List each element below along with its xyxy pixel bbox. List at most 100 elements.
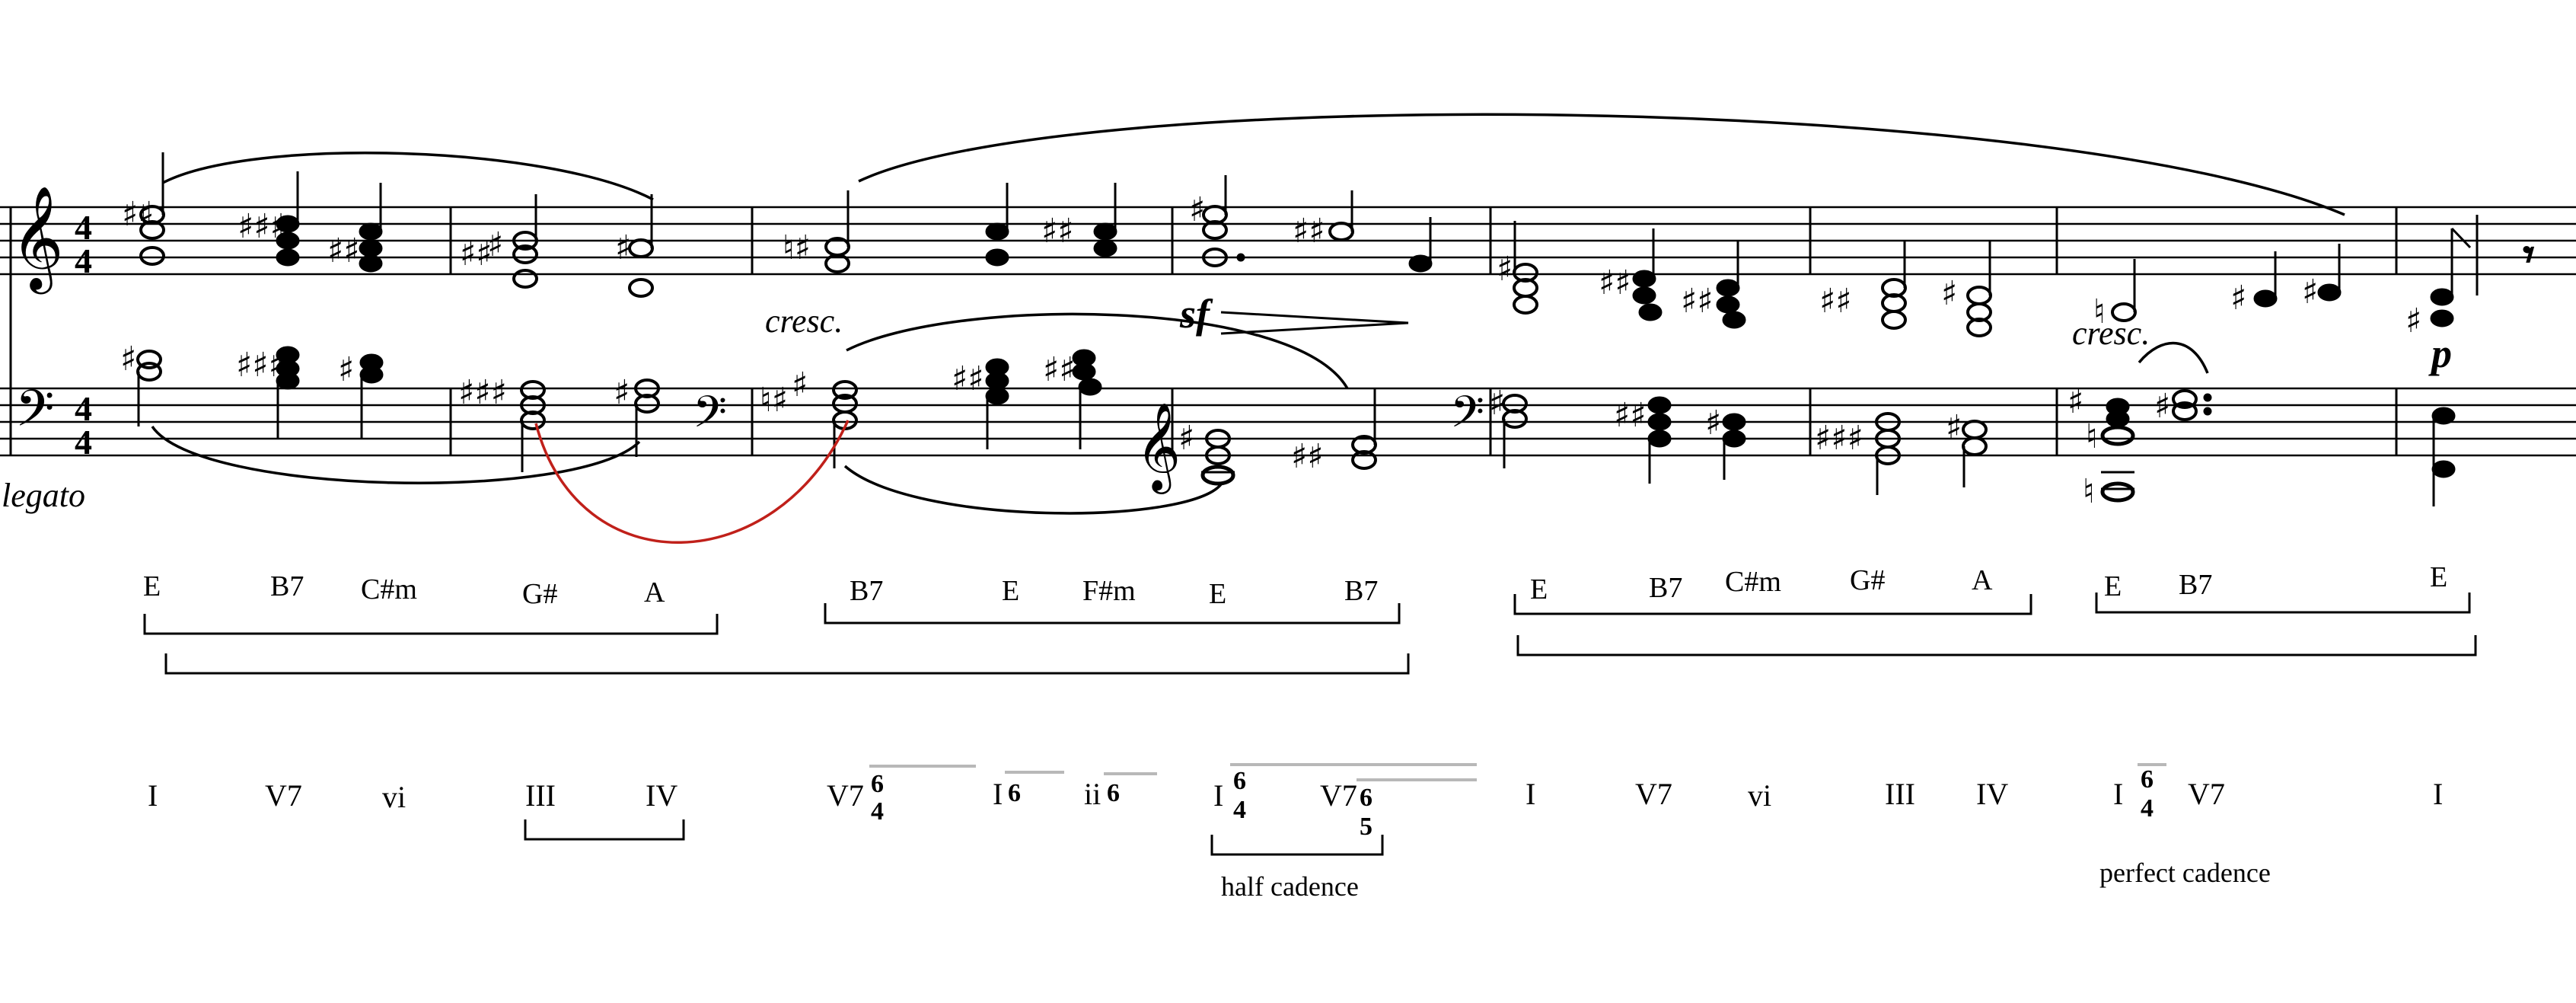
decrescendo-hairpin — [1220, 311, 1409, 335]
roman-numeral: III — [1885, 777, 1915, 811]
sharp-icon: ♯♯ — [1681, 282, 1714, 321]
natural-icon: ♮ — [2086, 417, 2098, 456]
roman-numeral: vi — [382, 780, 406, 814]
sharp-icon: ♯♯ — [1043, 350, 1076, 389]
chord-symbol: B7 — [1344, 575, 1378, 607]
phrase-bracket — [1513, 594, 2032, 615]
figure-digit: 6 — [1107, 779, 1120, 807]
note-chord — [1966, 240, 1992, 337]
sharp-icon: ♯ — [1178, 419, 1194, 458]
accidentals: ♯♯ ♯♯♯ ♯♯ ♯♯ ♯ ♯ ♮♯ ♯♯ ♯ ♯♯ ♯ ♯♯ ♯♯ ♯♯ ♯… — [120, 190, 2421, 511]
sharp-icon: ♯ — [487, 225, 503, 264]
roman-numeral: IV — [1976, 777, 2008, 811]
chord-symbol: B7 — [2179, 569, 2212, 601]
slur — [162, 152, 654, 201]
time-signature-treble: 4 4 — [75, 208, 92, 280]
roman-numeral: vi — [1748, 778, 1771, 813]
sharp-icon: ♯♯♯ — [236, 346, 285, 385]
note — [1408, 217, 1433, 273]
sharp-icon: ♯♯ — [952, 359, 984, 398]
barlines — [9, 207, 2398, 455]
chord-symbols: E B7 C#m G# A B7 E F#m E B7 E B7 C#m G# … — [143, 561, 2447, 610]
treble-staff — [0, 206, 2576, 276]
chord-symbol: A — [644, 577, 665, 609]
slur — [858, 113, 2345, 216]
sharp-icon: ♯ — [2154, 387, 2170, 426]
chord-symbol: F#m — [1082, 575, 1136, 607]
figure-continuation-lines — [869, 763, 2166, 781]
note-chord — [2172, 389, 2212, 421]
figure-digit: 6 — [871, 770, 884, 798]
chord-symbol: B7 — [270, 570, 304, 602]
sharp-icon: ♯♯ — [1041, 212, 1074, 251]
natural-icon: ♮ — [2093, 292, 2106, 331]
note-chord — [985, 183, 1009, 267]
chord-symbol: E — [2430, 561, 2447, 593]
treble-clef-icon: 𝄞 — [11, 184, 64, 294]
bass-staff — [0, 387, 2576, 457]
sharp-icon: ♯♯ — [460, 235, 493, 273]
roman-numeral: I — [993, 777, 1003, 811]
time-signature-bass: 4 4 — [75, 389, 92, 462]
note-chord — [985, 358, 1009, 449]
chord-symbol: E — [1530, 573, 1548, 605]
phrase-bracket — [824, 603, 1401, 624]
figure-digit: 6 — [1360, 784, 1372, 812]
phrase-bracket — [164, 653, 1410, 675]
sharp-icon: ♯ — [1705, 404, 1721, 442]
note-chord — [1513, 221, 1538, 315]
bass-clef-icon: 𝄢 — [693, 386, 727, 449]
note-chord — [628, 194, 654, 298]
sharp-icon: ♯ — [1189, 190, 1205, 229]
chord-symbol: G# — [1850, 564, 1885, 596]
sharp-icon: ♯♯♯ — [1815, 419, 1863, 458]
phrase-bracket — [143, 614, 719, 635]
slur — [843, 465, 1223, 515]
sharp-icon: ♯♯ — [1293, 212, 1325, 251]
sharp-icon: ♯ — [2230, 279, 2246, 318]
figure-digit: 4 — [2141, 794, 2154, 823]
note — [2111, 259, 2137, 322]
roman-numeral: III — [525, 778, 556, 813]
time-sig-numerator: 4 — [75, 208, 92, 247]
notes: 𝄾 — [136, 152, 2536, 506]
phrase-bracket — [2095, 593, 2471, 614]
figure-digit: 6 — [1233, 767, 1246, 795]
note-chord — [1722, 413, 1746, 480]
figure-digit: 6 — [2141, 765, 2154, 794]
roman-numeral: V7 — [827, 778, 864, 813]
note-chord — [1093, 183, 1117, 257]
note-chord — [2100, 398, 2135, 503]
note-chord — [634, 379, 660, 457]
harmony-brackets — [524, 819, 1384, 856]
note-chord — [276, 346, 300, 438]
phrase-bracket — [1516, 635, 2477, 656]
note-chord — [1632, 228, 1663, 321]
slur — [151, 426, 641, 484]
note-chord — [2431, 407, 2456, 506]
note-chord — [1200, 429, 1235, 486]
dynamic-p: p — [2428, 331, 2452, 376]
cadence-label-half: half cadence — [1221, 871, 1359, 902]
note-chord — [1502, 394, 1528, 468]
roman-numeral: V7 — [1320, 778, 1357, 813]
sharp-icon: ♯ — [2302, 273, 2318, 311]
chord-symbol: E — [1002, 575, 1019, 607]
sharp-icon: ♯♯ — [1291, 437, 1324, 476]
roman-numeral: I — [148, 778, 158, 813]
note — [2253, 251, 2278, 308]
rest-icon: 𝄾 — [2523, 233, 2536, 279]
figure-digit: 5 — [1360, 813, 1372, 841]
sharp-icon: ♯ — [792, 366, 808, 404]
note-chord — [1962, 420, 1988, 487]
chord-symbol: E — [143, 570, 161, 602]
roman-numeral: I — [2433, 777, 2443, 811]
chord-symbol: E — [2104, 570, 2122, 602]
figure-digit: 4 — [1233, 796, 1246, 824]
phrase-brackets — [143, 593, 2477, 675]
sharp-icon: ♯ — [2405, 302, 2421, 340]
bass-clef-icon: 𝄢 — [15, 379, 54, 450]
note-chord — [520, 380, 546, 472]
note-chord — [136, 350, 162, 426]
